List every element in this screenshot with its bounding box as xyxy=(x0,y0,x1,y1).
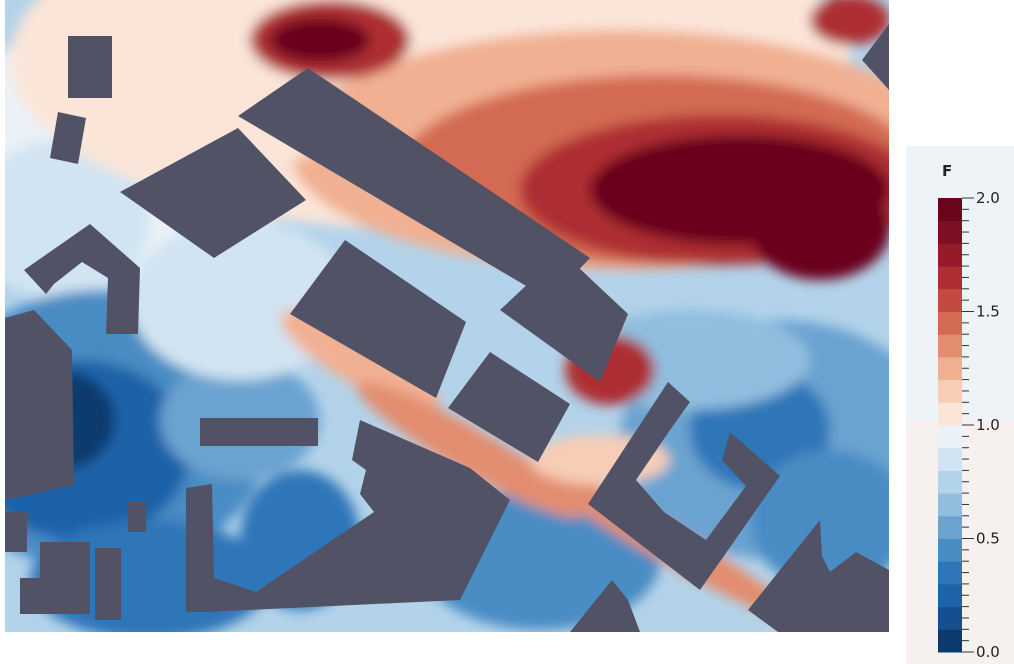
building xyxy=(68,36,112,98)
building xyxy=(570,580,640,632)
building xyxy=(862,24,889,90)
buildings xyxy=(5,24,889,632)
tick-label: 0.5 xyxy=(976,530,1000,548)
building xyxy=(448,352,570,462)
colorbar-band xyxy=(938,425,962,449)
building xyxy=(500,252,628,382)
building xyxy=(128,502,146,532)
building xyxy=(748,520,889,632)
colorbar-band xyxy=(938,288,962,312)
building xyxy=(5,512,27,552)
colorbar-band xyxy=(938,515,962,539)
tick-label: 0.0 xyxy=(976,643,1000,661)
building xyxy=(50,112,86,164)
colorbar-band xyxy=(938,447,962,471)
building xyxy=(120,128,306,258)
building xyxy=(290,240,466,398)
field-layer xyxy=(5,0,889,632)
building xyxy=(24,224,140,334)
colorbar-band xyxy=(938,402,962,426)
colorbar-band xyxy=(938,583,962,608)
building xyxy=(5,310,74,500)
colorbar-band xyxy=(938,470,962,494)
colorbar-band xyxy=(938,356,962,381)
building xyxy=(588,382,780,590)
colorbar-band xyxy=(938,220,962,244)
colorbar-band xyxy=(938,493,962,517)
colorbar-band xyxy=(938,334,962,358)
building xyxy=(540,256,560,270)
colorbar xyxy=(938,198,962,653)
colorbar-band xyxy=(938,243,962,267)
building xyxy=(238,68,590,300)
building xyxy=(186,420,510,612)
colorbar-band xyxy=(938,561,962,585)
building xyxy=(95,548,121,620)
building xyxy=(20,578,46,614)
legend-title: F xyxy=(942,162,952,180)
colorbar-ticks xyxy=(962,197,974,653)
colorbar-band xyxy=(938,311,962,335)
colorbar-band xyxy=(938,198,962,222)
colorbar-band xyxy=(938,538,962,562)
colorbar-band xyxy=(938,606,962,630)
tick-label: 1.0 xyxy=(976,416,1000,434)
tick-label: 1.5 xyxy=(976,303,1000,321)
tick-label: 2.0 xyxy=(976,189,1000,207)
colorbar-tick-labels: 2.0 1.5 1.0 0.5 0.0 xyxy=(976,189,1000,661)
building xyxy=(40,542,90,614)
colorbar-band xyxy=(938,629,962,653)
colorbar-band xyxy=(938,266,962,290)
colorbar-band xyxy=(938,379,962,403)
building xyxy=(200,418,318,446)
